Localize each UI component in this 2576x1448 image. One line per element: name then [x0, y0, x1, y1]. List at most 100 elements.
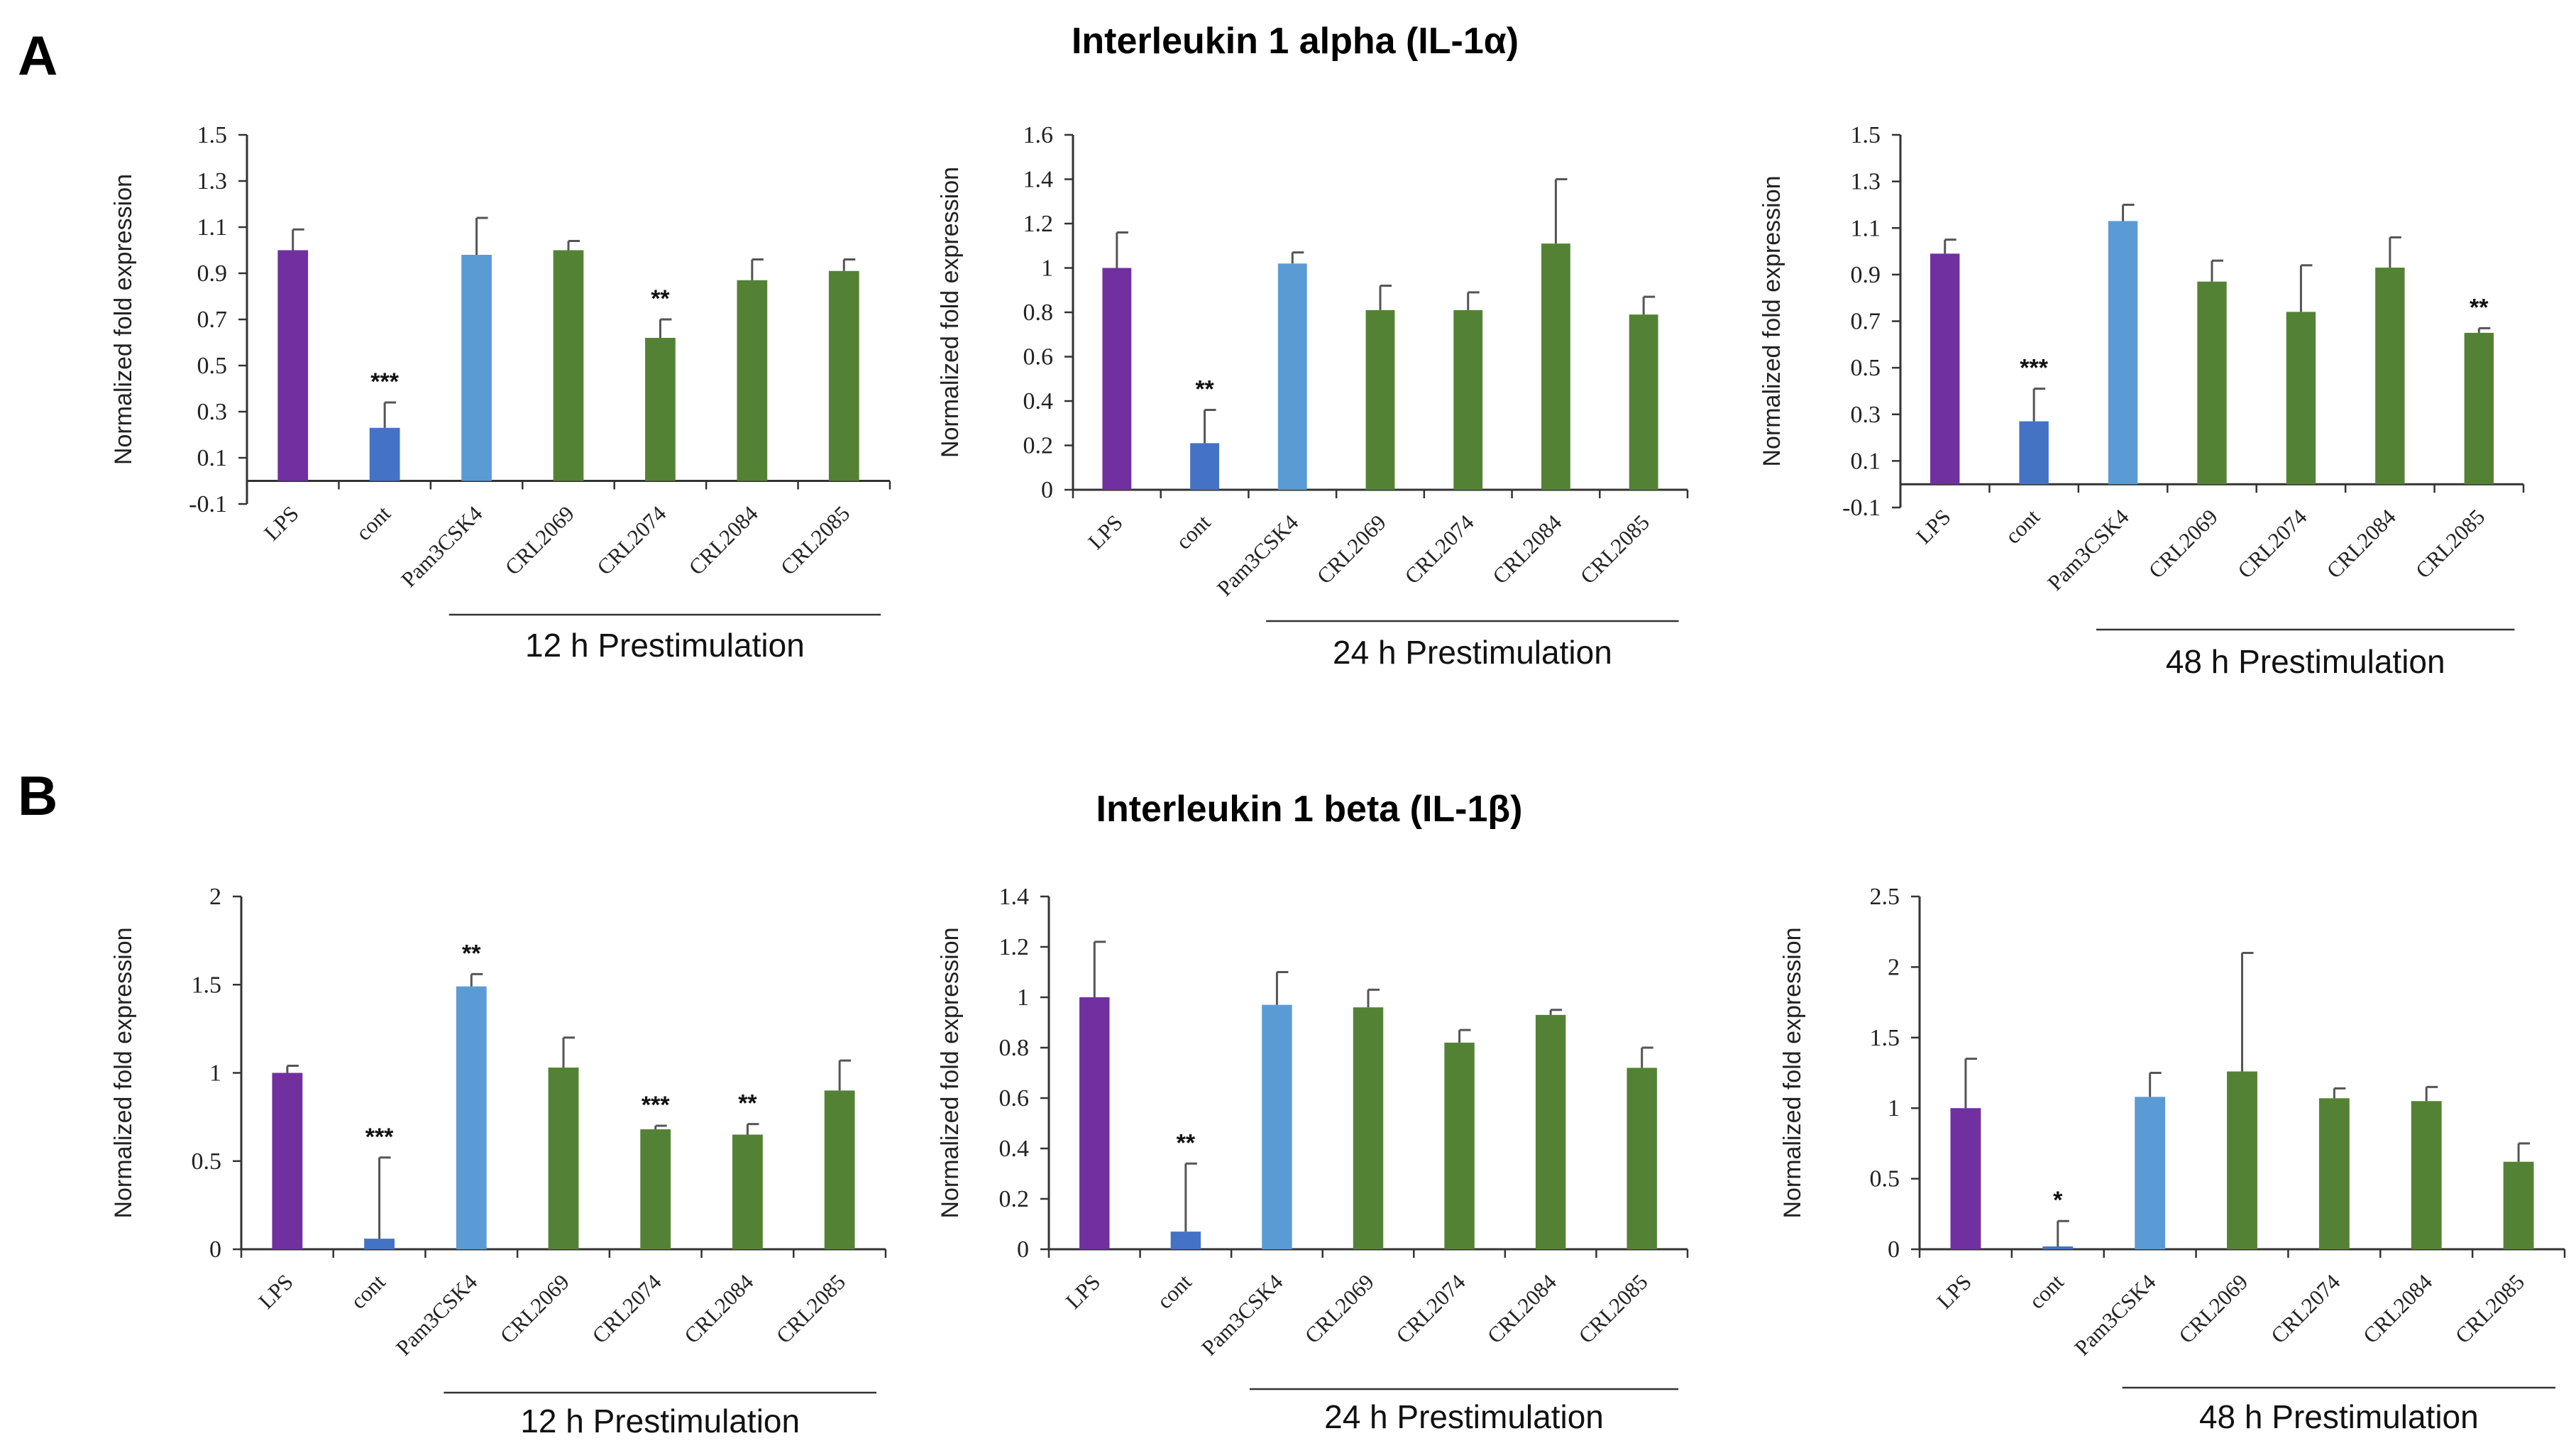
category-label: Pam3CSK4: [1212, 510, 1304, 601]
bar-cont: [1190, 443, 1219, 490]
y-tick-label: 1.1: [1851, 215, 1881, 241]
bar-lps: [277, 250, 309, 481]
y-tick-label: 1.5: [197, 122, 228, 148]
y-tick-label: 0: [1017, 1236, 1029, 1263]
bar-pam3csk4: [1277, 263, 1307, 490]
y-tick-label: 1: [1888, 1095, 1900, 1121]
y-tick-label: 1: [209, 1060, 221, 1087]
y-tick-label: 1.4: [999, 884, 1030, 910]
bar-crl2069: [2197, 281, 2227, 485]
y-tick-label: 0.7: [1851, 309, 1881, 335]
significance-marker: **: [2470, 294, 2489, 321]
bar-pam3csk4: [456, 986, 487, 1249]
significance-marker: ***: [2020, 355, 2048, 382]
category-label: CRL2085: [1573, 1269, 1652, 1348]
y-tick-label: 0.5: [192, 1148, 222, 1175]
row-title-a: Interleukin 1 alpha (IL-1α): [1072, 21, 1519, 62]
bar-crl2074: [640, 1129, 671, 1249]
group-label: 24 h Prestimulation: [1333, 634, 1612, 671]
group-label: 12 h Prestimulation: [525, 627, 805, 664]
y-tick-label: 0.8: [1023, 300, 1054, 326]
category-label: CRL2069: [1300, 1269, 1379, 1348]
chart-4: 2 1.5 1 0.5 0 Normalized fold expression LPS **…: [110, 884, 887, 1439]
bar-pam3csk4: [1262, 1004, 1292, 1249]
bar-crl2069: [553, 250, 584, 481]
chart-1: 1.5 1.3 1.1 0.9 0.7 0.5 0.3 0.1 -0.1 Normalized f…: [110, 122, 891, 664]
bar-lps: [1930, 253, 1960, 485]
category-label: Pam3CSK4: [2042, 504, 2134, 596]
category-label: cont: [346, 1269, 390, 1314]
y-tick-label: 1.5: [1870, 1025, 1900, 1051]
bar-crl2085: [828, 270, 859, 481]
category-label: CRL2084: [1487, 510, 1567, 589]
category-label: CRL2069: [495, 1269, 574, 1348]
bar-crl2074: [2286, 312, 2316, 485]
panel-letter-b: B: [18, 764, 57, 827]
significance-marker: **: [651, 285, 670, 312]
y-tick-label: 0.1: [1851, 448, 1881, 474]
y-axis-label: Normalized fold expression: [1758, 175, 1785, 466]
y-tick-label: 1.6: [1023, 122, 1054, 148]
significance-marker: ***: [365, 1124, 394, 1151]
bar-crl2084: [732, 1134, 763, 1249]
category-label: CRL2084: [1482, 1269, 1562, 1349]
significance-marker: **: [1177, 1129, 1196, 1156]
bar-crl2084: [2375, 268, 2405, 485]
y-tick-label: 1.3: [197, 168, 228, 194]
category-label: CRL2069: [2144, 504, 2223, 583]
category-label: CRL2085: [771, 1269, 850, 1348]
y-tick-label: 0.2: [1023, 433, 1054, 459]
y-tick-label: 2: [1888, 954, 1900, 980]
y-tick-label: 0.3: [197, 399, 228, 425]
y-tick-label: 0.6: [999, 1085, 1030, 1112]
bar-lps: [1102, 268, 1132, 490]
significance-marker: **: [738, 1090, 757, 1117]
category-label: CRL2069: [2174, 1269, 2252, 1348]
category-label: LPS: [1061, 1269, 1106, 1314]
y-axis-label: Normalized fold expression: [937, 927, 964, 1218]
y-axis-label: Normalized fold expression: [1779, 927, 1806, 1218]
y-axis-label: Normalized fold expression: [110, 927, 137, 1218]
bar-crl2074: [2318, 1098, 2350, 1249]
category-label: CRL2074: [2266, 1269, 2345, 1349]
bar-crl2084: [2411, 1101, 2442, 1249]
category-label: Pam3CSK4: [2069, 1269, 2161, 1361]
category-label: CRL2085: [1575, 510, 1654, 588]
bar-lps: [272, 1073, 303, 1249]
category-label: CRL2069: [500, 501, 579, 580]
category-label: CRL2074: [1391, 1269, 1470, 1349]
bar-crl2085: [1629, 314, 1658, 490]
y-tick-label: 0.4: [999, 1136, 1030, 1162]
chart-3: 1.5 1.3 1.1 0.9 0.7 0.5 0.3 0.1 -0.1 Normalized f…: [1758, 122, 2525, 680]
group-label: 12 h Prestimulation: [520, 1403, 800, 1439]
chart-6: 2.5 2 1.5 1 0.5 0 Normalized fold expression LP…: [1779, 884, 2566, 1435]
bar-crl2084: [1535, 1014, 1566, 1249]
significance-marker: ***: [370, 368, 399, 395]
y-tick-label: 1.5: [192, 972, 222, 998]
y-tick-label: -0.1: [1842, 495, 1881, 521]
bar-crl2069: [1353, 1007, 1384, 1249]
category-label: LPS: [1932, 1269, 1976, 1314]
category-label: CRL2074: [587, 1269, 666, 1349]
category-label: cont: [1171, 510, 1216, 554]
group-label: 48 h Prestimulation: [2199, 1398, 2479, 1435]
y-tick-label: 1.5: [1851, 122, 1881, 148]
bar-lps: [1079, 997, 1110, 1249]
bar-crl2085: [2464, 332, 2494, 485]
category-label: CRL2074: [592, 500, 671, 580]
bar-lps: [1950, 1108, 1981, 1249]
y-tick-label: 0.5: [1870, 1166, 1900, 1192]
category-label: Pam3CSK4: [391, 1269, 483, 1361]
bar-cont: [2019, 421, 2049, 485]
y-tick-label: 1.4: [1023, 167, 1054, 193]
category-label: CRL2084: [2358, 1269, 2438, 1349]
y-axis-label: Normalized fold expression: [110, 174, 137, 465]
bar-crl2069: [2227, 1071, 2257, 1249]
category-label: CRL2084: [2322, 504, 2401, 583]
bar-crl2069: [548, 1068, 579, 1249]
bar-cont: [1170, 1232, 1201, 1249]
y-tick-label: 1: [1041, 256, 1053, 282]
chart-2: 1.6 1.4 1.2 1 0.8 0.6 0.4 0.2 0 Normalized fold e…: [937, 122, 1689, 671]
y-tick-label: 0: [1888, 1236, 1900, 1263]
